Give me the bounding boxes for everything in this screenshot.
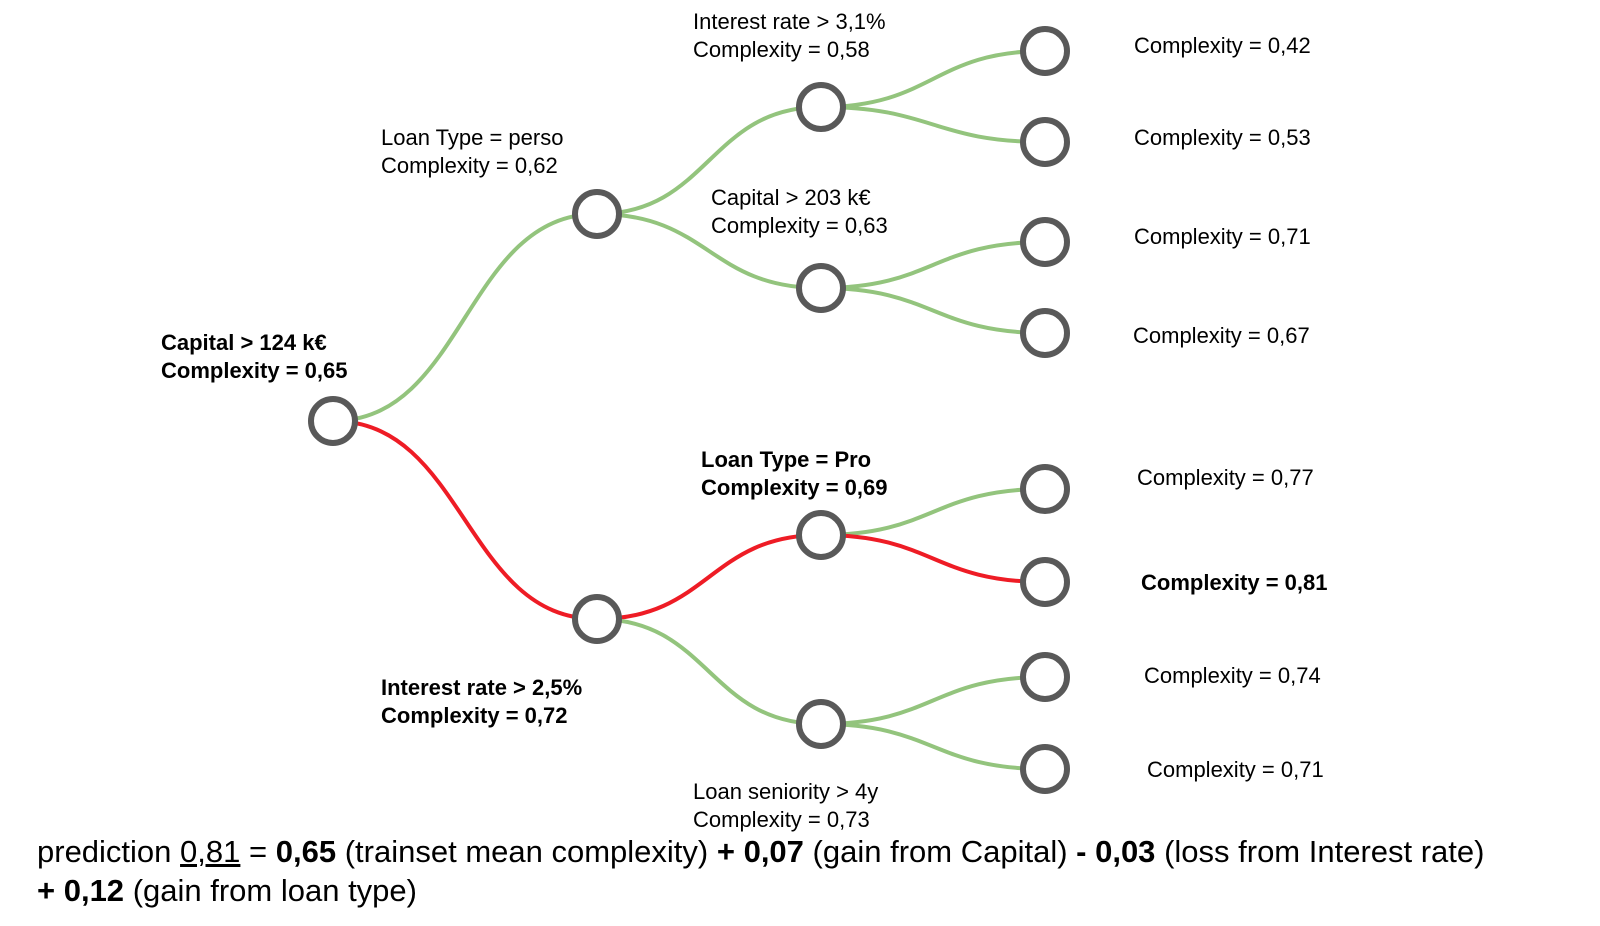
loan-seniority-label: Loan seniority > 4y Complexity = 0,73 [693, 778, 878, 834]
leaf-node [1020, 557, 1070, 607]
formula-interest-note: (loss from Interest rate) [1164, 834, 1485, 869]
leaf-label: Complexity = 0,71 [1134, 224, 1311, 249]
leaf-label-highlighted: Complexity = 0,81 [1141, 570, 1328, 595]
leaf-node [1020, 26, 1070, 76]
leaf-node [1020, 217, 1070, 267]
tree-edge [596, 105, 822, 216]
interest-rate-31-complexity-text: Complexity = 0,58 [693, 37, 870, 62]
loan-type-pro-split-text: Loan Type = Pro [701, 447, 872, 472]
interest-rate-25-complexity-text: Complexity = 0,72 [381, 703, 568, 728]
leaf-node [1020, 744, 1070, 794]
loan-type-perso-complexity-text: Complexity = 0,62 [381, 153, 558, 178]
split-node-cap203 [796, 263, 846, 313]
leaf-label: Complexity = 0,77 [1137, 465, 1314, 490]
split-node-rate25 [572, 594, 622, 644]
interest-rate-25-split-text: Interest rate > 2,5% [381, 675, 583, 700]
leaf-node [1020, 652, 1070, 702]
interest-rate-25-label: Interest rate > 2,5% Complexity = 0,72 [381, 674, 582, 730]
formula-prediction-word: prediction [37, 834, 172, 869]
capital-203-split-text: Capital > 203 k€ [711, 185, 871, 210]
leaf-node [1020, 308, 1070, 358]
highlighted-edge [596, 533, 822, 621]
root-split-text: Capital > 124 k€ [161, 330, 327, 355]
interest-rate-31-split-text: Interest rate > 3,1% [693, 9, 886, 34]
formula-equals: = [249, 834, 268, 869]
formula-interest-loss: - 0,03 [1076, 834, 1156, 869]
leaf-label: Complexity = 0,67 [1133, 323, 1310, 348]
tree-edge [820, 240, 1046, 290]
split-node-senior [796, 699, 846, 749]
loan-type-perso-label: Loan Type = perso Complexity = 0,62 [381, 124, 563, 180]
split-node-perso [572, 189, 622, 239]
tree-edge [332, 212, 598, 423]
leaf-label: Complexity = 0,74 [1144, 663, 1321, 688]
capital-203-complexity-text: Complexity = 0,63 [711, 213, 888, 238]
interest-rate-31-label: Interest rate > 3,1% Complexity = 0,58 [693, 8, 886, 64]
tree-edge [820, 722, 1046, 771]
tree-edge [596, 212, 822, 290]
tree-edge [820, 487, 1046, 537]
formula-prediction-value: 0,81 [180, 834, 241, 869]
split-node-rate31 [796, 82, 846, 132]
tree-edge [596, 617, 822, 726]
highlighted-edge [332, 419, 598, 621]
leaf-label: Complexity = 0,71 [1147, 757, 1324, 782]
leaf-node [1020, 117, 1070, 167]
formula-capital-gain: + 0,07 [716, 834, 804, 869]
tree-edge [820, 49, 1046, 109]
split-node-root [308, 396, 358, 446]
root-node-label: Capital > 124 k€ Complexity = 0,65 [161, 329, 347, 385]
loan-seniority-complexity-text: Complexity = 0,73 [693, 807, 870, 832]
formula-loan-type-note: (gain from loan type) [132, 873, 417, 908]
loan-type-pro-label: Loan Type = Pro Complexity = 0,69 [701, 446, 887, 502]
highlighted-edge [820, 533, 1046, 584]
split-node-pro [796, 510, 846, 560]
prediction-formula: prediction 0,81 = 0,65 (trainset mean co… [37, 832, 1597, 910]
tree-edge [820, 286, 1046, 335]
leaf-label: Complexity = 0,53 [1134, 125, 1311, 150]
loan-seniority-split-text: Loan seniority > 4y [693, 779, 879, 804]
capital-203-label: Capital > 203 k€ Complexity = 0,63 [711, 184, 888, 240]
leaf-label: Complexity = 0,42 [1134, 33, 1311, 58]
formula-capital-note: (gain from Capital) [812, 834, 1068, 869]
root-complexity-text: Complexity = 0,65 [161, 358, 348, 383]
tree-edge [820, 675, 1046, 726]
tree-edge [820, 105, 1046, 144]
leaf-node [1020, 464, 1070, 514]
loan-type-pro-complexity-text: Complexity = 0,69 [701, 475, 888, 500]
formula-loan-type-gain: + 0,12 [37, 873, 125, 908]
loan-type-perso-split-text: Loan Type = perso [381, 125, 564, 150]
formula-base-value: 0,65 [275, 834, 337, 869]
formula-base-note: (trainset mean complexity) [344, 834, 709, 869]
